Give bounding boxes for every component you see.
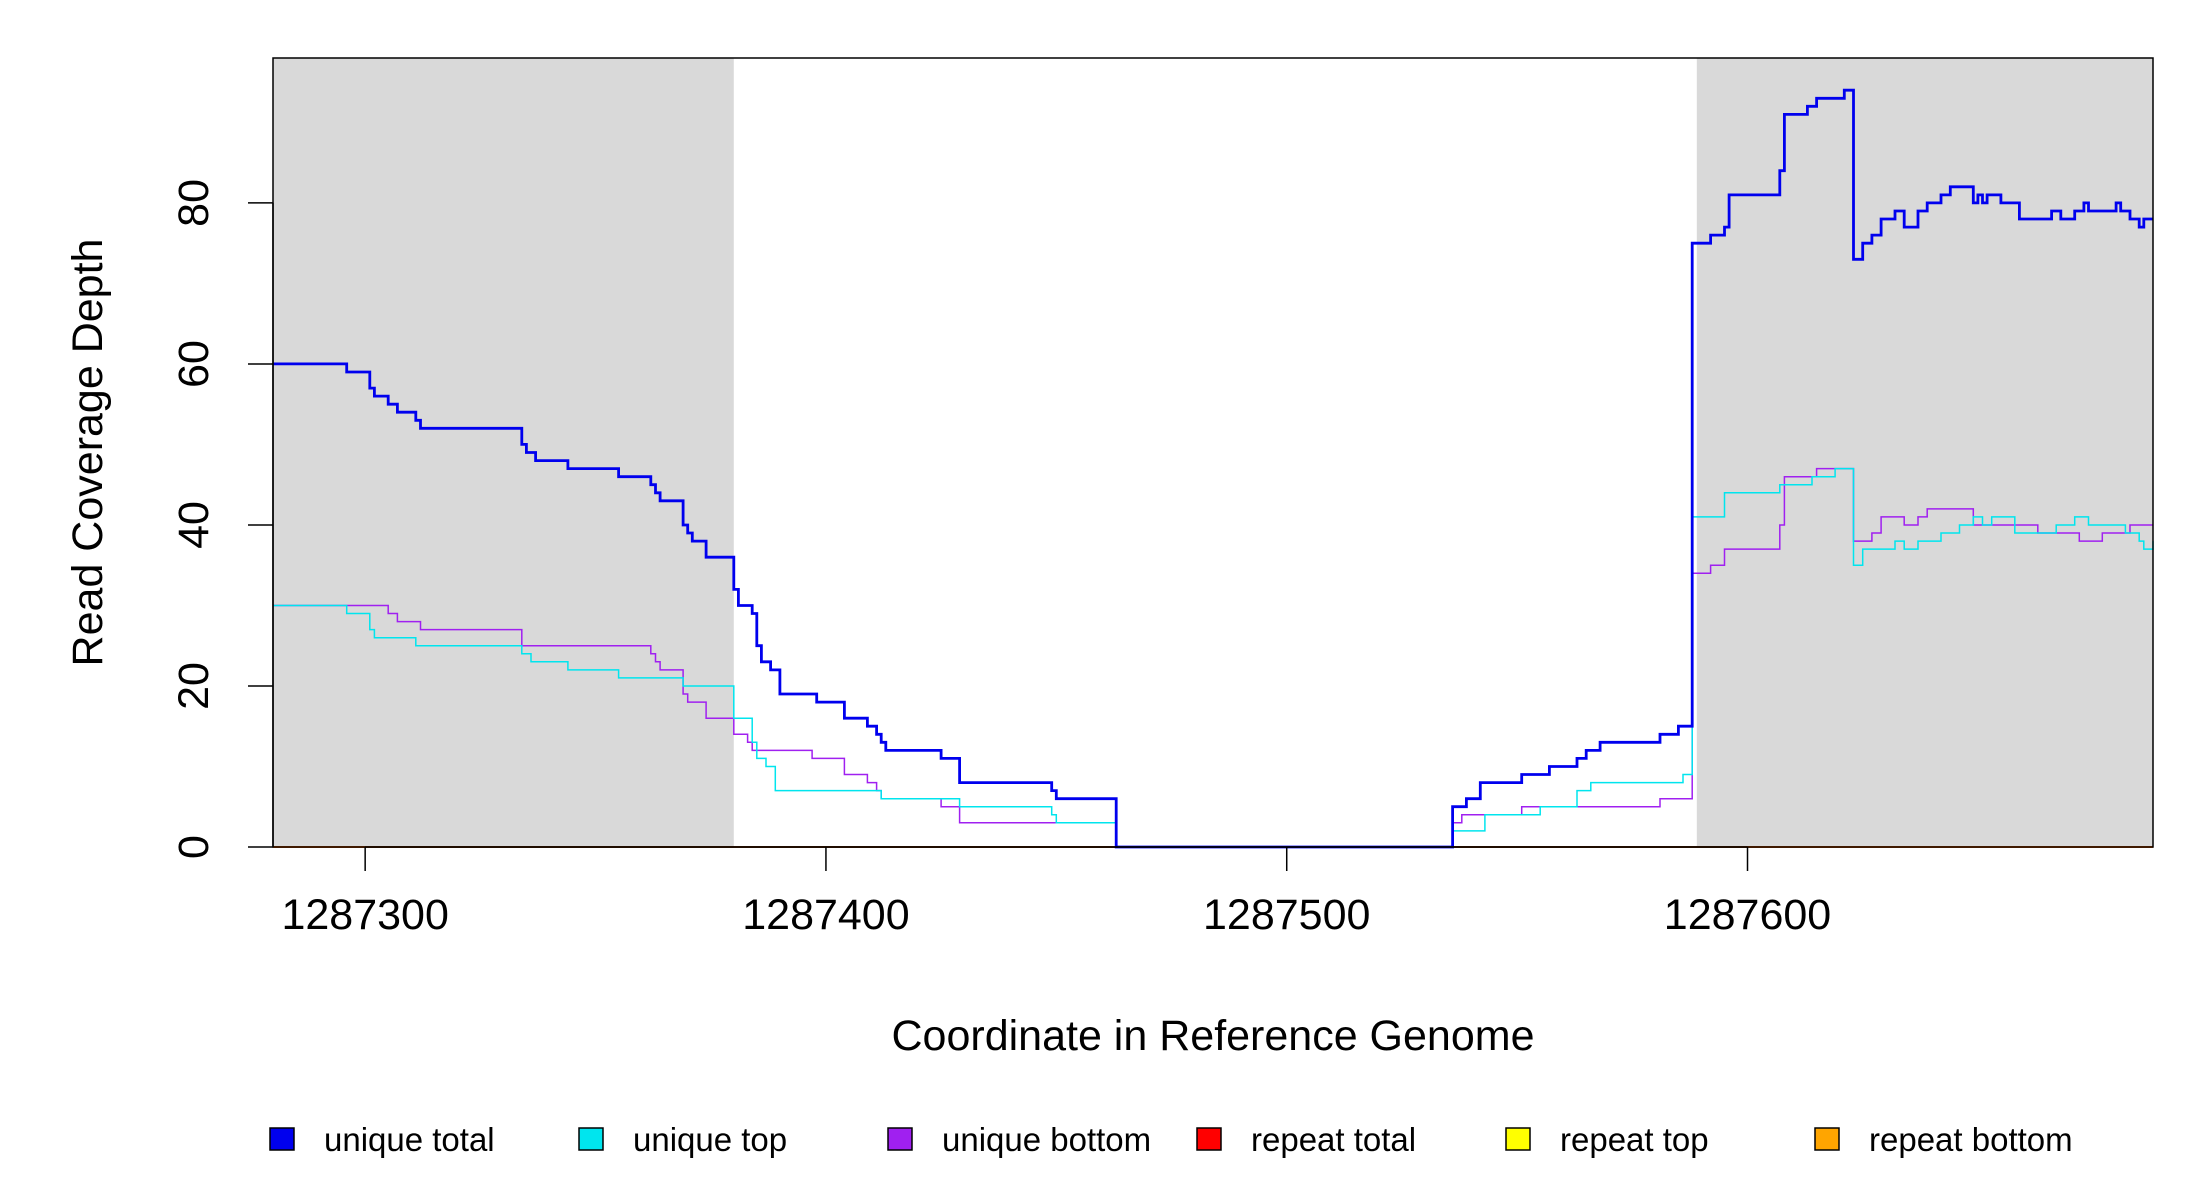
x-tick-label: 1287400 — [742, 891, 909, 939]
x-tick-label: 1287600 — [1664, 891, 1831, 939]
y-axis-label: Read Coverage Depth — [64, 239, 112, 667]
y-tick-label: 20 — [170, 662, 218, 710]
x-tick-label: 1287500 — [1203, 891, 1370, 939]
legend-label: repeat top — [1560, 1121, 1709, 1158]
y-tick-label: 80 — [170, 179, 218, 227]
legend-swatch-unique-bottom — [887, 1127, 913, 1151]
axes: 1287300 1287400 1287500 1287600 0 20 40 60 80 — [170, 179, 1831, 939]
legend-label: unique total — [324, 1121, 495, 1158]
legend-swatch-unique-total — [269, 1127, 295, 1151]
legend: unique total unique top unique bottom repea… — [269, 1121, 2073, 1158]
x-tick-label: 1287300 — [281, 891, 448, 939]
x-axis-label: Coordinate in Reference Genome — [892, 1012, 1535, 1060]
legend-swatch-unique-top — [578, 1127, 604, 1151]
legend-swatch-repeat-top — [1505, 1127, 1531, 1151]
series-line-unique-total — [273, 88, 2153, 849]
shaded-regions — [273, 58, 2153, 847]
legend-label: unique top — [633, 1121, 787, 1158]
legend-swatch-repeat-bottom — [1814, 1127, 1840, 1151]
legend-label: repeat bottom — [1869, 1121, 2073, 1158]
y-tick-label: 40 — [170, 501, 218, 549]
legend-swatch-repeat-total — [1196, 1127, 1222, 1151]
y-tick-label: 0 — [170, 835, 218, 859]
y-tick-label: 60 — [170, 340, 218, 388]
shaded-region-2 — [1696, 58, 2153, 847]
shaded-region-1 — [273, 58, 734, 847]
legend-label: repeat total — [1251, 1121, 1416, 1158]
series-line-unique-top — [273, 467, 2154, 848]
legend-label: unique bottom — [942, 1121, 1151, 1158]
